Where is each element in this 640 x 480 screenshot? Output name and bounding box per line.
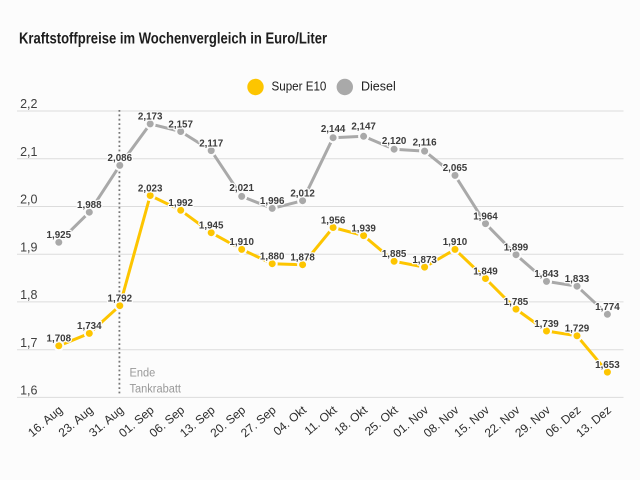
svg-text:2,157: 2,157 <box>168 119 193 130</box>
svg-text:2,021: 2,021 <box>229 183 254 194</box>
svg-text:2,086: 2,086 <box>108 153 133 164</box>
svg-text:1,910: 1,910 <box>229 237 254 248</box>
svg-text:1,939: 1,939 <box>351 223 376 234</box>
svg-text:2,116: 2,116 <box>413 138 438 149</box>
svg-text:1,843: 1,843 <box>534 269 559 280</box>
svg-text:1,880: 1,880 <box>260 252 285 263</box>
svg-text:1,729: 1,729 <box>565 324 590 335</box>
svg-text:2,065: 2,065 <box>443 163 468 174</box>
svg-text:1,945: 1,945 <box>199 221 224 232</box>
svg-text:1,739: 1,739 <box>534 319 559 330</box>
svg-text:1,964: 1,964 <box>473 211 498 222</box>
svg-text:1,910: 1,910 <box>443 237 468 248</box>
svg-text:2,120: 2,120 <box>382 136 407 147</box>
svg-text:2,2: 2,2 <box>20 97 37 111</box>
svg-text:Kraftstoffpreise im Wochenverg: Kraftstoffpreise im Wochenvergleich in E… <box>19 30 327 48</box>
svg-text:1,873: 1,873 <box>412 255 437 266</box>
svg-text:2,173: 2,173 <box>138 112 163 123</box>
svg-text:1,653: 1,653 <box>595 360 620 371</box>
svg-text:2,117: 2,117 <box>199 138 224 149</box>
svg-text:1,956: 1,956 <box>321 215 346 226</box>
svg-text:1,792: 1,792 <box>108 294 133 305</box>
svg-text:1,833: 1,833 <box>565 274 590 285</box>
svg-text:1,925: 1,925 <box>47 230 72 241</box>
svg-text:1,849: 1,849 <box>473 266 498 277</box>
svg-text:1,785: 1,785 <box>504 297 529 308</box>
svg-text:1,708: 1,708 <box>47 334 72 345</box>
svg-text:1,8: 1,8 <box>20 288 37 302</box>
svg-text:1,6: 1,6 <box>20 384 37 398</box>
svg-text:Ende: Ende <box>130 367 156 379</box>
svg-text:1,878: 1,878 <box>290 253 315 264</box>
svg-text:1,734: 1,734 <box>77 321 102 332</box>
svg-text:2,1: 2,1 <box>20 145 37 159</box>
svg-text:2,012: 2,012 <box>290 189 315 200</box>
svg-text:1,988: 1,988 <box>77 200 102 211</box>
svg-text:2,147: 2,147 <box>351 122 376 133</box>
svg-text:Diesel: Diesel <box>361 80 396 94</box>
svg-text:1,9: 1,9 <box>20 240 37 254</box>
svg-text:1,885: 1,885 <box>382 249 407 260</box>
svg-text:2,023: 2,023 <box>138 183 163 194</box>
svg-text:2,0: 2,0 <box>20 193 37 207</box>
svg-text:1,7: 1,7 <box>20 336 37 350</box>
svg-text:Tankrabatt: Tankrabatt <box>130 383 182 395</box>
svg-text:2,144: 2,144 <box>321 124 346 135</box>
svg-text:Super E10: Super E10 <box>272 79 327 93</box>
svg-text:1,899: 1,899 <box>504 243 529 254</box>
svg-text:1,996: 1,996 <box>260 196 285 207</box>
svg-text:1,992: 1,992 <box>168 198 193 209</box>
svg-text:1,774: 1,774 <box>595 302 620 313</box>
